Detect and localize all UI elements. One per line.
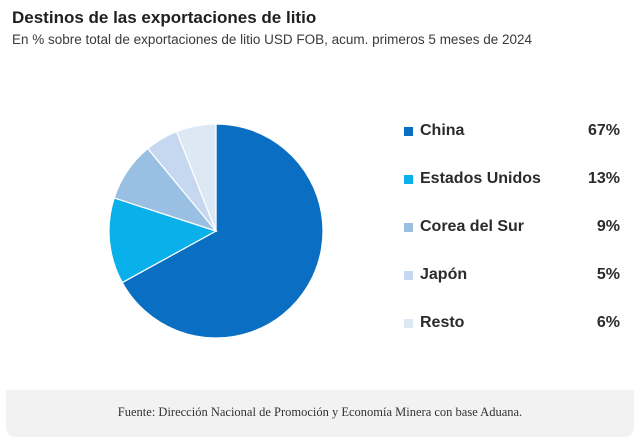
chart-title: Destinos de las exportaciones de litio [12, 8, 317, 27]
legend-value: 9% [596, 218, 620, 235]
legend-value: 5% [596, 266, 620, 283]
legend-item-china: China 67% [404, 122, 624, 142]
legend-label: Japón [420, 266, 468, 283]
pie-slice-estados-unidos [108, 197, 218, 284]
legend-swatch [404, 271, 413, 280]
legend-label: Estados Unidos [420, 170, 541, 187]
legend-value: 67% [587, 122, 620, 139]
legend-label: Corea del Sur [420, 218, 525, 235]
legend-swatch [404, 223, 413, 232]
pie-slice-china [121, 123, 324, 339]
legend-item-corea-del-sur: Corea del Sur 9% [404, 218, 624, 238]
chart-subtitle: En % sobre total de exportaciones de lit… [12, 32, 533, 47]
legend-value: 6% [596, 314, 620, 331]
legend-item-jap-n: Japón 5% [404, 266, 624, 286]
legend-label: Resto [420, 314, 465, 331]
pie-slice-resto [175, 123, 217, 232]
legend-value: 13% [587, 170, 620, 187]
legend-swatch [404, 319, 413, 328]
source-note: Fuente: Dirección Nacional de Promoción … [117, 405, 523, 419]
legend-swatch [404, 127, 413, 136]
legend-item-resto: Resto 6% [404, 314, 624, 334]
legend-item-estados-unidos: Estados Unidos 13% [404, 170, 624, 190]
legend-label: China [420, 122, 465, 139]
legend-swatch [404, 175, 413, 184]
